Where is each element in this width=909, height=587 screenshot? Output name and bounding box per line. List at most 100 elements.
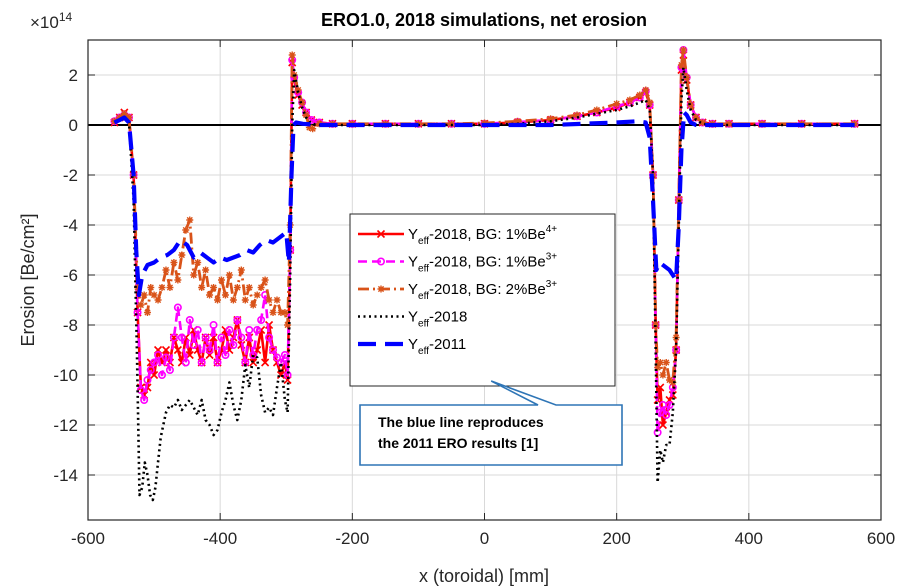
x-tick-label: -600 [71, 529, 105, 548]
data-point [233, 315, 242, 324]
data-point [147, 284, 155, 291]
data-point [205, 345, 214, 354]
data-point [137, 301, 145, 309]
x-tick-label: 200 [602, 529, 630, 548]
data-point [237, 266, 245, 274]
data-point [249, 350, 258, 359]
data-point [626, 96, 634, 104]
x-tick-label: 0 [480, 529, 489, 548]
data-point [658, 420, 667, 430]
data-point [194, 259, 202, 266]
data-point [288, 51, 296, 59]
data-point [687, 101, 695, 109]
data-point [245, 325, 254, 334]
data-point [201, 333, 210, 342]
data-point [652, 321, 660, 329]
data-point [654, 364, 662, 371]
callout-text-line: the 2011 ERO results [1] [378, 435, 538, 451]
data-point [158, 370, 167, 379]
data-point [277, 309, 285, 316]
data-point [229, 296, 237, 304]
data-point [261, 358, 270, 367]
data-point [646, 99, 654, 106]
data-point [276, 370, 286, 380]
data-point [150, 291, 158, 299]
data-point [725, 120, 733, 128]
series-4 [113, 110, 855, 298]
legend-box [349, 213, 616, 387]
data-point [143, 309, 151, 316]
data-point [249, 301, 257, 309]
legend-label: Yeff-2018, BG: 1%Be3+ [408, 252, 557, 275]
data-point [143, 375, 152, 384]
data-point [272, 353, 281, 362]
data-point [165, 365, 174, 374]
data-point [613, 100, 621, 108]
data-point [217, 276, 225, 284]
data-point [265, 296, 273, 304]
data-point [178, 251, 186, 259]
data-point [162, 266, 170, 274]
data-point [210, 284, 218, 291]
series-line [113, 48, 855, 384]
data-point [186, 216, 194, 224]
legend-label: Yeff-2018, BG: 1%Be4+ [408, 224, 557, 247]
data-point [269, 345, 278, 354]
data-point [662, 410, 671, 419]
y-tick-label: -2 [63, 166, 78, 185]
data-point [225, 271, 233, 279]
data-point [214, 296, 222, 304]
legend-label: Yeff-2011 [408, 336, 466, 357]
data-point [662, 359, 670, 366]
data-point [699, 119, 707, 126]
y-tick-label: -10 [53, 366, 78, 385]
data-point [161, 345, 171, 355]
y-tick-label: 0 [69, 116, 78, 135]
x-tick-label: 400 [735, 529, 763, 548]
data-point [140, 291, 148, 299]
series-line [113, 110, 855, 298]
data-point [174, 276, 182, 284]
data-point [305, 124, 313, 131]
data-point [177, 333, 186, 342]
data-point [257, 284, 265, 291]
series-group [110, 45, 859, 502]
data-point [302, 111, 310, 119]
callout-box [359, 380, 623, 466]
data-point [309, 125, 317, 133]
y-tick-label: -8 [63, 316, 78, 335]
data-point [257, 315, 266, 324]
series-3 [113, 66, 855, 502]
data-point [189, 340, 198, 349]
legend-label: Yeff-2018, BG: 2%Be3+ [408, 279, 557, 302]
data-point [190, 271, 198, 279]
data-point [170, 259, 178, 266]
data-point [679, 46, 687, 54]
data-point [173, 303, 182, 312]
data-point [229, 340, 238, 349]
data-point [281, 309, 289, 316]
data-point [193, 325, 202, 334]
series-line [113, 66, 855, 502]
data-point [169, 333, 178, 342]
data-point [677, 61, 685, 69]
data-point [294, 86, 302, 94]
data-point [273, 296, 281, 304]
data-point [134, 284, 142, 291]
y-exponent-label: ×1014 [30, 10, 73, 32]
chart-title: ERO1.0, 2018 simulations, net erosion [321, 10, 647, 30]
legend: Yeff-2018, BG: 1%Be4+ Yeff-2018, BG: 1%Be… [349, 213, 616, 387]
data-point [221, 291, 229, 299]
data-point [659, 371, 667, 379]
legend-entry: Yeff-2018, BG: 2%Be3+ [358, 279, 557, 302]
legend-marker [376, 229, 386, 239]
data-point [182, 226, 190, 234]
data-point [154, 296, 162, 304]
data-point [241, 296, 249, 304]
data-point [181, 358, 190, 367]
data-point [692, 114, 700, 121]
data-point [683, 74, 691, 81]
y-tick-label: -4 [63, 216, 78, 235]
data-point [656, 359, 664, 366]
callout-annotation: The blue line reproduces the 2011 ERO res… [359, 380, 623, 466]
